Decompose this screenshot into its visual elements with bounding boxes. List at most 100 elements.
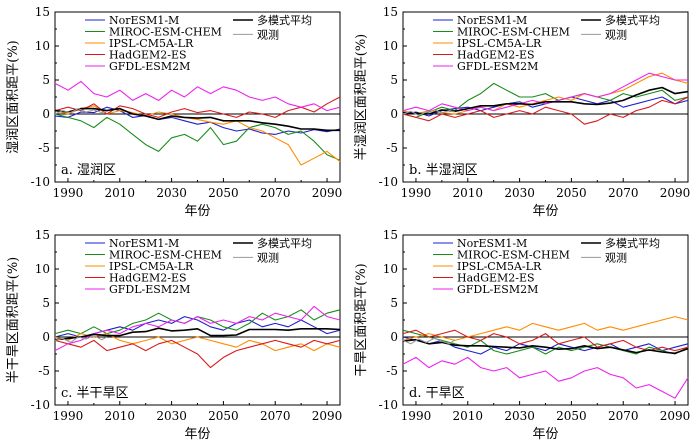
y-axis-label: 干旱区面积距平(%) — [354, 263, 369, 377]
x-tick-label: 2030 — [504, 186, 535, 200]
legend-label: HadGEM2-ES — [457, 272, 535, 285]
series-line-7 — [54, 335, 108, 343]
x-axis-label: 年份 — [184, 204, 210, 219]
legend-label: MIROC-ESM-CHEM — [109, 26, 222, 39]
x-tick-label: 2030 — [504, 409, 535, 423]
series-line-7 — [402, 337, 456, 345]
x-tick-label: 2090 — [312, 409, 343, 423]
series-line-4 — [54, 339, 341, 369]
series-line-2 — [402, 82, 689, 118]
panel-label: b. 半湿润区 — [409, 163, 478, 178]
series-line-3 — [402, 316, 689, 341]
series-line-3 — [54, 333, 341, 352]
y-tick-label: 5 — [390, 296, 398, 310]
y-axis-label: 湿润区面积距平(%) — [6, 40, 21, 154]
legend-label: MIROC-ESM-CHEM — [457, 249, 570, 262]
legend-label: NorESM1-M — [109, 237, 179, 250]
y-tick-label: -5 — [386, 364, 398, 378]
x-tick-label: 2070 — [260, 186, 291, 200]
series-line-6 — [54, 107, 340, 132]
y-tick-label: 10 — [35, 39, 50, 53]
panel-2: -10 -5 0 5 10 15 1990 2010 2030 2050 2070 2090 NorES… — [354, 5, 690, 219]
y-tick-label: 15 — [35, 5, 50, 19]
y-tick-label: -5 — [38, 364, 50, 378]
series-line-5 — [54, 80, 341, 112]
legend-label: MIROC-ESM-CHEM — [109, 249, 222, 262]
x-tick-label: 1990 — [53, 186, 84, 200]
series-line-5 — [402, 72, 688, 112]
x-tick-label: 2010 — [104, 409, 135, 423]
x-tick-label: 2090 — [660, 409, 691, 423]
y-tick-label: 0 — [390, 107, 398, 121]
y-tick-label: 15 — [383, 228, 398, 242]
series-line-4 — [402, 329, 689, 352]
x-tick-label: 2090 — [312, 186, 343, 200]
legend-label: IPSL-CM5A-LR — [109, 260, 194, 273]
series-line-4 — [402, 96, 689, 125]
series-line-2 — [54, 113, 341, 161]
legend-label: IPSL-CM5A-LR — [457, 260, 542, 273]
y-tick-label: -10 — [31, 398, 50, 412]
panel-label: a. 湿润区 — [61, 163, 116, 178]
series-line-6 — [54, 327, 341, 341]
y-tick-label: 5 — [42, 73, 50, 87]
x-axis-label: 年份 — [532, 427, 558, 442]
legend-label: IPSL-CM5A-LR — [109, 37, 194, 50]
legend-label: 多模式平均 — [257, 236, 312, 250]
y-tick-label: -10 — [31, 175, 50, 189]
legend-label: 观测 — [257, 28, 279, 41]
x-axis-label: 年份 — [184, 427, 210, 442]
legend-label: HadGEM2-ES — [457, 49, 535, 62]
legend-label: HadGEM2-ES — [109, 49, 187, 62]
legend-label: 多模式平均 — [605, 236, 660, 250]
x-tick-label: 2050 — [556, 186, 587, 200]
panel-label: c. 半干旱区 — [61, 386, 129, 401]
y-tick-label: 15 — [35, 228, 50, 242]
legend-label: 多模式平均 — [257, 13, 312, 27]
legend-label: 观测 — [605, 28, 627, 41]
series-line-5 — [402, 356, 689, 399]
panel-3: -10 -5 0 5 10 15 1990 2010 2030 2050 2070 2090 NorES… — [6, 228, 342, 442]
y-tick-label: -10 — [379, 398, 398, 412]
legend-label: IPSL-CM5A-LR — [457, 37, 542, 50]
x-tick-label: 2010 — [104, 186, 135, 200]
panel-4: -10 -5 0 5 10 15 1990 2010 2030 2050 2070 2090 NorES… — [354, 228, 690, 442]
series-line-7 — [54, 108, 107, 115]
legend-label: NorESM1-M — [457, 237, 527, 250]
x-tick-label: 2010 — [452, 186, 483, 200]
legend-label: GFDL-ESM2M — [109, 283, 190, 296]
legend-label: NorESM1-M — [457, 14, 527, 27]
panel-1: -10 -5 0 5 10 15 1990 2010 2030 2050 2070 2090 NorES… — [6, 5, 342, 219]
legend-label: MIROC-ESM-CHEM — [457, 26, 570, 39]
x-tick-label: 2010 — [452, 409, 483, 423]
series-line-7 — [402, 109, 455, 116]
y-tick-label: -5 — [386, 141, 398, 155]
x-tick-label: 2030 — [156, 409, 187, 423]
legend-label: 观测 — [605, 251, 627, 264]
y-tick-label: -10 — [379, 175, 398, 189]
legend-label: GFDL-ESM2M — [457, 60, 538, 73]
x-tick-label: 2050 — [208, 409, 239, 423]
series-line-3 — [402, 72, 689, 115]
x-tick-label: 2050 — [208, 186, 239, 200]
y-tick-label: 5 — [390, 73, 398, 87]
y-axis-label: 半干旱区面积距平(%) — [6, 257, 21, 384]
x-tick-label: 2070 — [608, 186, 639, 200]
series-line-1 — [54, 106, 341, 135]
x-axis-label: 年份 — [532, 204, 558, 219]
y-tick-label: 0 — [390, 330, 398, 344]
legend-label: HadGEM2-ES — [109, 272, 187, 285]
x-tick-label: 1990 — [401, 409, 432, 423]
x-tick-label: 2050 — [556, 409, 587, 423]
x-tick-label: 2070 — [608, 409, 639, 423]
legend-label: 多模式平均 — [605, 13, 660, 27]
x-tick-label: 2070 — [260, 409, 291, 423]
y-tick-label: 10 — [35, 262, 50, 276]
x-tick-label: 2090 — [660, 186, 691, 200]
y-tick-label: 15 — [383, 5, 398, 19]
series-line-6 — [402, 338, 689, 355]
y-tick-label: 0 — [42, 107, 50, 121]
legend-label: NorESM1-M — [109, 14, 179, 27]
x-tick-label: 2030 — [156, 186, 187, 200]
